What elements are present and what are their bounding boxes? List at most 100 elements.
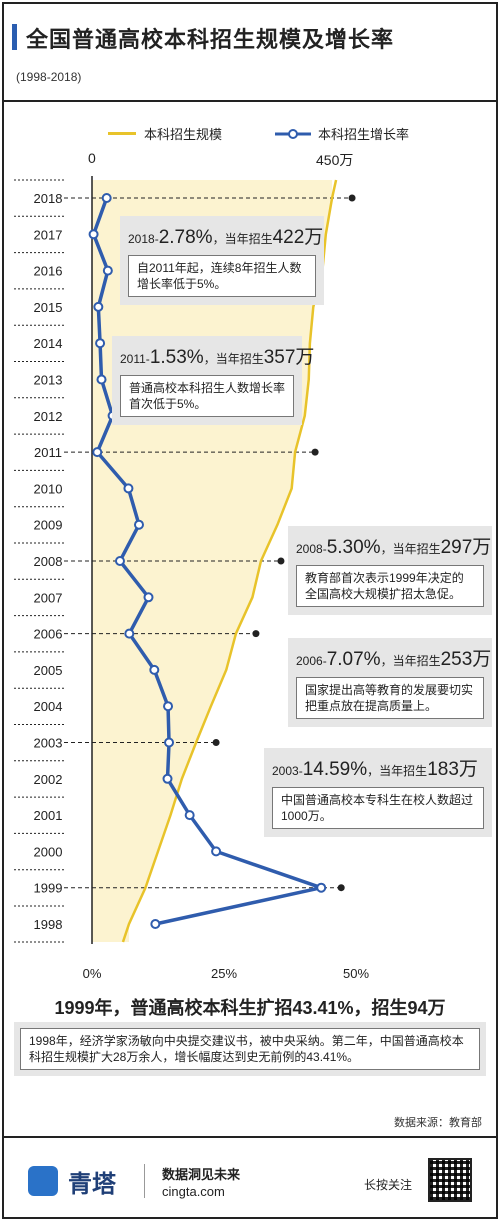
guide-dot-1999	[337, 884, 345, 892]
page-title: 全国普通高校本科招生规模及增长率	[26, 27, 395, 52]
year-label-1999: 1999	[34, 881, 63, 896]
annotation-2006-rate: 7.07%	[326, 649, 381, 670]
annotation-2008-enroll: 297万	[440, 537, 492, 558]
rate-point-2015	[93, 301, 104, 312]
guide-dot-2018	[348, 194, 356, 202]
annotation-2008-year: 2008-	[296, 542, 327, 556]
annotation-2006-note: 国家提出高等教育的发展要切实把重点放在提高质量上。	[296, 677, 484, 719]
annotation-2003-year: 2003-	[272, 764, 303, 778]
legend: 本科招生规模 本科招生增长率	[4, 122, 496, 144]
rate-point-2016	[102, 265, 113, 276]
annotation-2018-head: 2018-2.78%，当年招生422万	[128, 227, 324, 248]
year-label-2008: 2008	[34, 554, 63, 569]
guide-dot-2003	[212, 739, 220, 746]
rate-point-2006	[124, 628, 135, 639]
annotation-2003: 2003-14.59%，当年招生183万 中国普通高校本专科生在校人数超过100…	[264, 748, 492, 837]
bottom-headline: 1999年，普通高校本科生扩招43.41%，招生94万	[54, 998, 446, 1018]
legend-item-rate: 本科招生增长率	[274, 124, 409, 143]
rate-point-1998	[150, 919, 161, 929]
annotation-2018-enroll: 422万	[272, 227, 324, 248]
annotation-2018-enroll-prefix: 当年招生	[224, 232, 273, 246]
rate-point-2010	[123, 483, 134, 494]
legend-swatch-scale	[108, 132, 136, 135]
year-label-2005: 2005	[34, 663, 63, 678]
year-label-2000: 2000	[34, 844, 63, 859]
year-label-2011: 2011	[34, 445, 62, 460]
year-label-2004: 2004	[34, 699, 63, 714]
rate-point-1999	[316, 882, 327, 893]
brand-logo-icon	[28, 1166, 58, 1196]
follow-hint: 长按关注	[364, 1178, 413, 1192]
annotation-2008-enroll-prefix: 当年招生	[392, 542, 441, 556]
rate-point-2018	[101, 193, 112, 203]
legend-label-scale: 本科招生规模	[144, 127, 223, 142]
year-label-2013: 2013	[34, 373, 63, 388]
annotation-2011-year: 2011-	[120, 352, 150, 366]
rate-point-2011	[92, 447, 103, 458]
year-label-2010: 2010	[34, 481, 63, 496]
year-label-2002: 2002	[34, 772, 63, 787]
year-label-2003: 2003	[34, 736, 63, 751]
title-accent-bar	[12, 24, 17, 50]
rate-point-2009	[133, 519, 144, 530]
annotation-2006-enroll-prefix: 当年招生	[392, 654, 441, 668]
year-label-2012: 2012	[34, 409, 63, 424]
page-subtitle: (1998-2018)	[16, 70, 82, 84]
rate-point-2014	[95, 338, 106, 349]
annotation-2011-note: 普通高校本科招生人数增长率首次低于5%。	[120, 375, 294, 417]
rate-point-2005	[149, 664, 160, 675]
rate-point-2003	[164, 737, 175, 748]
rate-point-2007	[143, 592, 154, 603]
annotation-2006-head: 2006-7.07%，当年招生253万	[296, 649, 492, 670]
top-axis-tick-max: 450万	[316, 152, 354, 168]
brand-slogan: 数据洞见未来	[162, 1167, 241, 1182]
year-label-2006: 2006	[34, 627, 63, 642]
year-label-2014: 2014	[34, 336, 63, 351]
year-label-2015: 2015	[34, 300, 63, 315]
year-label-2009: 2009	[34, 518, 63, 533]
year-label-2018: 2018	[34, 191, 63, 206]
legend-swatch-rate	[275, 128, 311, 139]
annotation-2008: 2008-5.30%，当年招生297万 教育部首次表示1999年决定的全国高校大…	[288, 526, 492, 615]
annotation-2011-enroll: 357万	[263, 347, 315, 368]
annotation-2018-year: 2018-	[128, 232, 159, 246]
year-label-1998: 1998	[34, 917, 63, 932]
brand-name: 青塔	[68, 1169, 116, 1198]
footer-divider	[4, 1136, 496, 1138]
legend-label-rate: 本科招生增长率	[318, 127, 410, 142]
rate-point-2008	[114, 556, 125, 566]
bottom-note: 1998年，经济学家汤敏向中央提交建议书，被中央采纳。第二年，中国普通高校本科招…	[20, 1028, 480, 1070]
footer-separator	[144, 1164, 145, 1198]
annotation-2006: 2006-7.07%，当年招生253万 国家提出高等教育的发展要切实把重点放在提…	[288, 638, 492, 727]
year-label-2017: 2017	[34, 227, 63, 242]
annotation-2003-enroll: 183万	[427, 759, 478, 780]
guide-dot-2008	[277, 557, 285, 565]
annotation-2008-head: 2008-5.30%，当年招生297万	[296, 537, 492, 558]
annotation-2018: 2018-2.78%，当年招生422万 自2011年起，连续8年招生人数增长率低…	[120, 216, 324, 305]
rate-point-2002	[162, 773, 173, 784]
rate-point-2000	[211, 846, 222, 857]
brand-website[interactable]: cingta.com	[162, 1184, 225, 1199]
header-divider	[4, 100, 496, 102]
rate-point-2013	[96, 374, 107, 385]
guide-dot-2011	[311, 448, 319, 456]
legend-item-scale: 本科招生规模	[108, 124, 222, 143]
annotation-2003-note: 中国普通高校本专科生在校人数超过1000万。	[272, 787, 484, 829]
bottom-annotation: 1998年，经济学家汤敏向中央提交建议书，被中央采纳。第二年，中国普通高校本科招…	[14, 1022, 486, 1076]
top-axis-tick-0: 0	[88, 150, 96, 166]
annotation-2003-head: 2003-14.59%，当年招生183万	[272, 759, 478, 780]
annotation-2003-rate: 14.59%	[302, 759, 368, 780]
data-source: 数据来源：教育部	[394, 1117, 482, 1129]
bottom-axis-tick-2: 50%	[343, 966, 369, 981]
annotation-2006-enroll: 253万	[440, 649, 492, 670]
year-label-2001: 2001	[34, 808, 63, 823]
year-label-2007: 2007	[34, 590, 63, 605]
annotation-2018-rate: 2.78%	[158, 227, 213, 248]
rate-point-2004	[163, 701, 174, 712]
annotation-2018-note: 自2011年起，连续8年招生人数增长率低于5%。	[128, 255, 316, 297]
annotation-2008-rate: 5.30%	[326, 537, 381, 558]
annotation-2003-enroll-prefix: 当年招生	[379, 764, 428, 778]
rate-point-2001	[184, 810, 195, 821]
qr-code-icon[interactable]	[428, 1158, 472, 1202]
